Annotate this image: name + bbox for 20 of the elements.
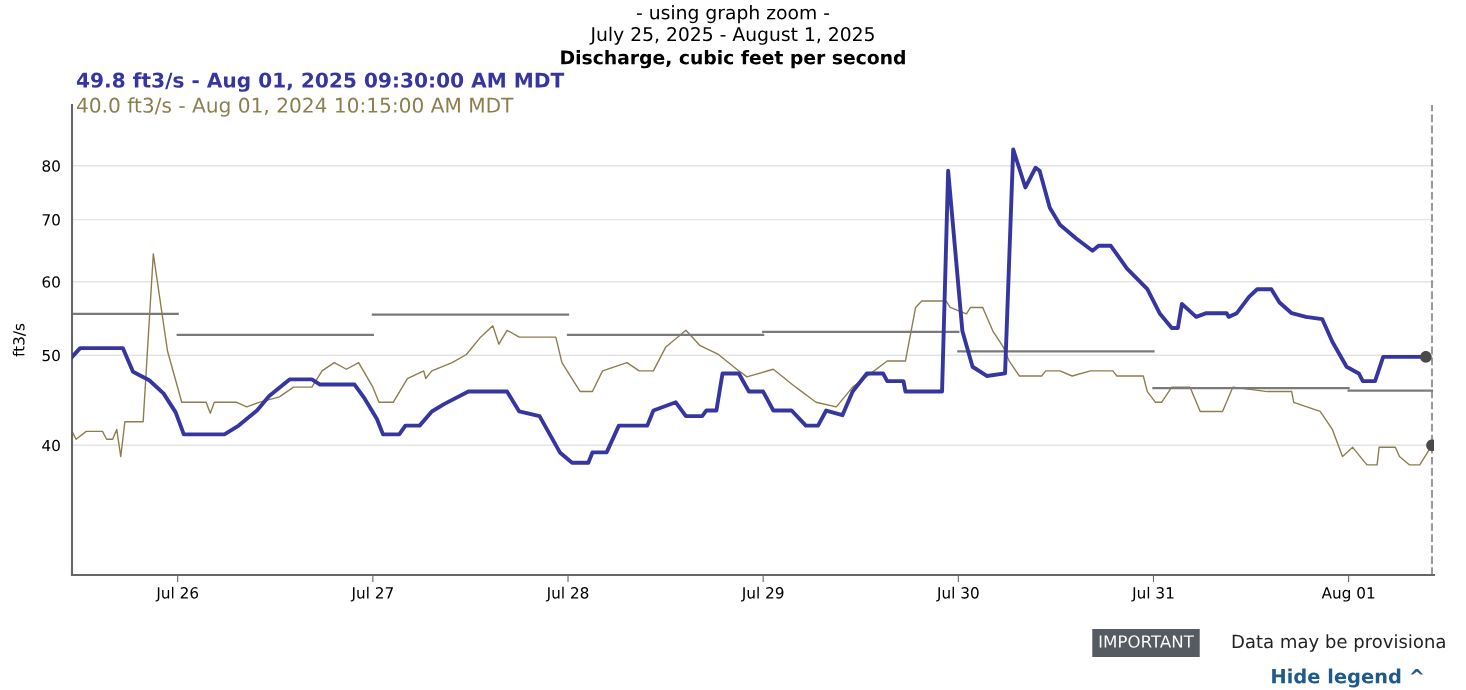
text: Hide legend ^ [1272,668,1424,688]
y-tick-label: 40 [42,439,60,452]
y-tick-label: 70 [42,214,60,226]
text: Data may be provisiona [1232,634,1445,652]
text: 49.8 ft3/s - Aug 01, 2025 09:30:00 AM MDT [76,72,565,92]
x-tick-label: Jul 29 [741,586,784,602]
y-tick-label: 80 [42,160,60,172]
y-axis-title: ft3/s [12,323,26,357]
x-tick-label: Jul 30 [936,586,979,602]
text: 40.0 ft3/s - Aug 01, 2024 10:15:00 AM MDT [76,97,514,117]
x-tick-label: Jul 26 [155,586,199,602]
text: IMPORTANT [1099,635,1194,648]
y-tick-label: 60 [42,276,60,288]
x-tick-label: Aug 01 [1321,587,1375,602]
chart-title: Discharge, cubic feet per second [561,50,905,69]
x-tick-label: Jul 31 [1131,586,1174,602]
y-tick-label: 50 [42,349,60,362]
chart-subtitle: - using graph zoom - July 25, 2025 - August 1, 2025 [589,5,874,45]
x-tick-label: Jul 28 [545,586,589,602]
x-tick-label: Jul 27 [350,586,393,602]
